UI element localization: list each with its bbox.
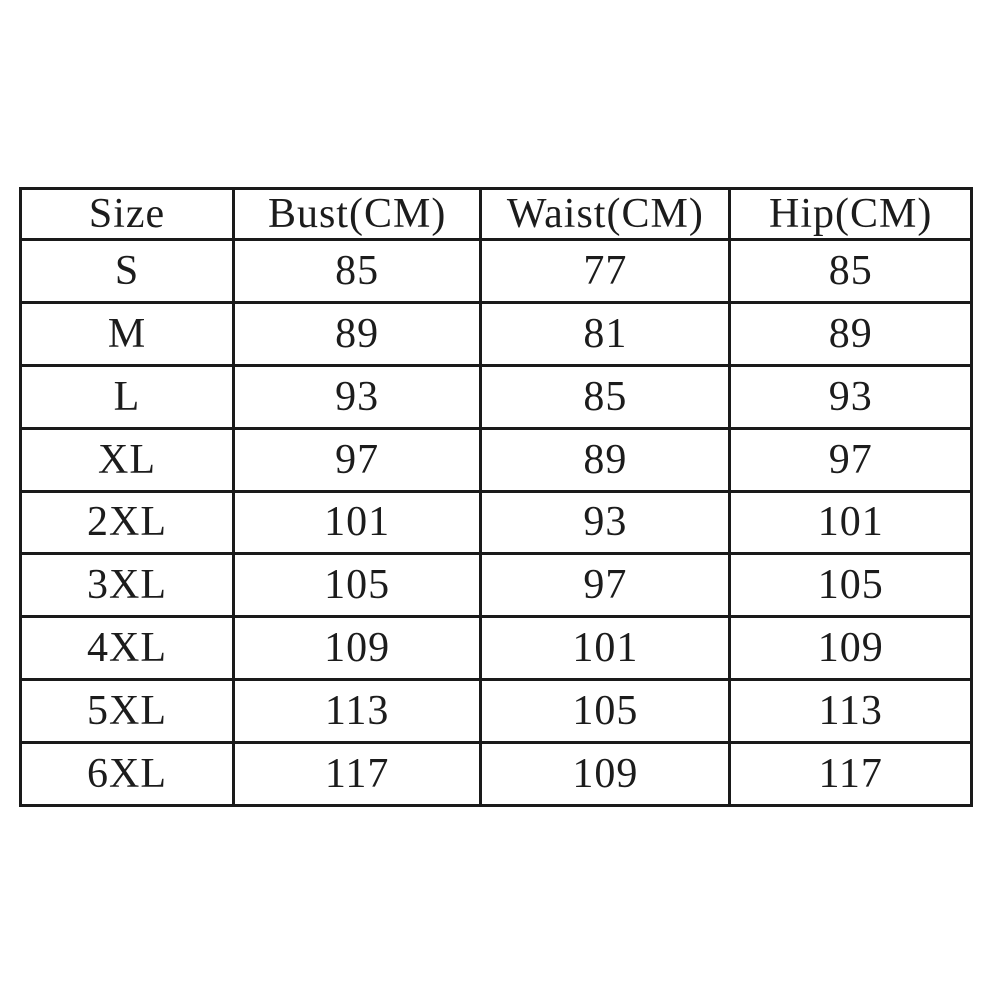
measurement-cell: 101 <box>232 489 483 556</box>
table-row: 6XL 117 109 117 <box>18 741 973 807</box>
measurement-cell: 109 <box>479 741 732 807</box>
measurement-cell: 89 <box>728 300 973 367</box>
table-row: 3XL 105 97 105 <box>18 552 973 619</box>
measurement-cell: 117 <box>232 741 483 807</box>
size-cell: 3XL <box>18 552 236 619</box>
measurement-cell: 117 <box>728 741 973 807</box>
measurement-cell: 85 <box>479 363 732 430</box>
measurement-cell: 97 <box>728 426 973 493</box>
measurement-cell: 101 <box>728 489 973 556</box>
table-row: XL 97 89 97 <box>18 426 973 493</box>
size-cell: 2XL <box>18 489 236 556</box>
measurement-cell: 105 <box>232 552 483 619</box>
measurement-cell: 89 <box>479 426 732 493</box>
measurement-cell: 101 <box>479 615 732 682</box>
table-row: L 93 85 93 <box>18 363 973 430</box>
header-cell: Bust(CM) <box>232 187 483 241</box>
measurement-cell: 97 <box>479 552 732 619</box>
table-row: 4XL 109 101 109 <box>18 615 973 682</box>
size-cell: 4XL <box>18 615 236 682</box>
measurement-cell: 109 <box>232 615 483 682</box>
measurement-cell: 93 <box>728 363 973 430</box>
size-chart-table: Size Bust(CM) Waist(CM) Hip(CM) S 85 77 85 M 89 8… <box>18 187 973 807</box>
size-cell: L <box>18 363 236 430</box>
measurement-cell: 97 <box>232 426 483 493</box>
size-chart-container: Size Bust(CM) Waist(CM) Hip(CM) S 85 77 85 M 89 8… <box>18 187 973 807</box>
table-row: M 89 81 89 <box>18 300 973 367</box>
table-row: S 85 77 85 <box>18 238 973 304</box>
header-cell: Hip(CM) <box>728 187 973 241</box>
measurement-cell: 81 <box>479 300 732 367</box>
measurement-cell: 93 <box>479 489 732 556</box>
measurement-cell: 85 <box>232 238 483 304</box>
measurement-cell: 113 <box>728 678 973 744</box>
table-row: 2XL 101 93 101 <box>18 489 973 556</box>
measurement-cell: 85 <box>728 238 973 304</box>
measurement-cell: 93 <box>232 363 483 430</box>
header-row: Size Bust(CM) Waist(CM) Hip(CM) <box>18 187 973 241</box>
measurement-cell: 89 <box>232 300 483 367</box>
measurement-cell: 105 <box>728 552 973 619</box>
table-row: 5XL 113 105 113 <box>18 678 973 744</box>
measurement-cell: 109 <box>728 615 973 682</box>
measurement-cell: 105 <box>479 678 732 744</box>
header-cell: Size <box>18 187 236 241</box>
measurement-cell: 77 <box>479 238 732 304</box>
measurement-cell: 113 <box>232 678 483 744</box>
header-cell: Waist(CM) <box>479 187 732 241</box>
size-cell: S <box>18 238 236 304</box>
size-cell: M <box>18 300 236 367</box>
size-chart-header: Size Bust(CM) Waist(CM) Hip(CM) <box>18 187 973 241</box>
size-cell: XL <box>18 426 236 493</box>
size-cell: 5XL <box>18 678 236 744</box>
size-chart-body: S 85 77 85 M 89 81 89 L 93 85 93 XL 97 89 97 2XL 101 93 101… <box>18 238 973 807</box>
size-cell: 6XL <box>18 741 236 807</box>
